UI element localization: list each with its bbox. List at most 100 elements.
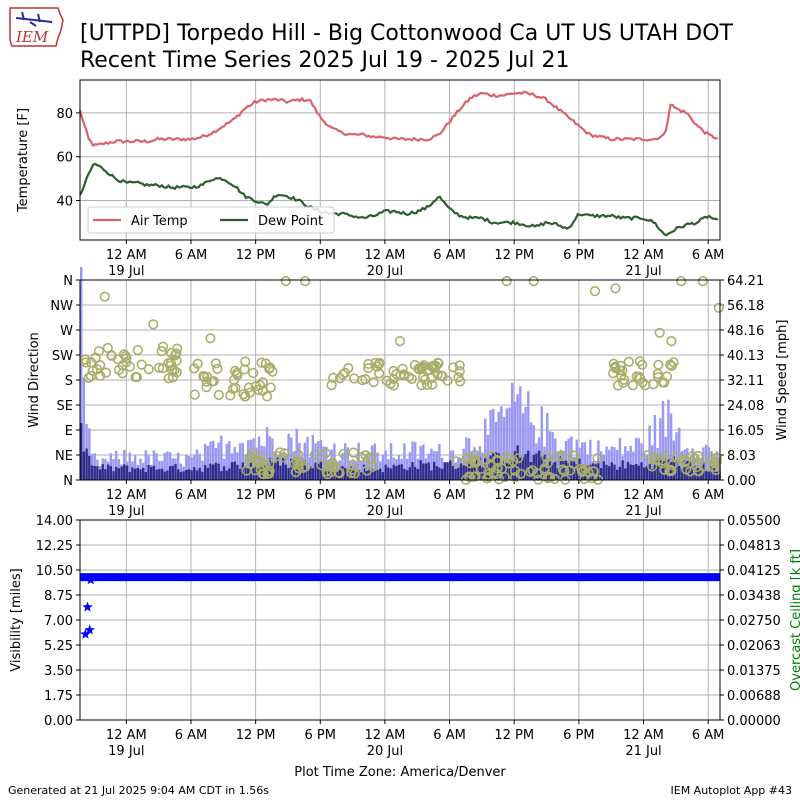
wind-direction-point — [654, 327, 665, 338]
wind-direction-point — [665, 359, 676, 370]
wind-direction-point — [90, 352, 101, 363]
wind-speed-bar — [236, 464, 239, 480]
wind-gust-bar — [271, 438, 274, 480]
wind-direction-point — [616, 370, 627, 381]
wind-gust-bar — [505, 408, 509, 480]
wind-gust-bar — [519, 386, 522, 480]
wind-speed-bar — [478, 456, 482, 480]
wind-direction-point — [165, 357, 176, 368]
wind-speed-bar — [133, 468, 137, 480]
wind-speed-bar — [338, 467, 342, 480]
wind-speed-bar — [193, 467, 196, 480]
wind-speed-bar — [508, 459, 511, 480]
wind-direction-point — [136, 359, 147, 370]
wind-direction-point — [623, 356, 634, 367]
wind-direction-point — [154, 362, 165, 373]
wind-speed-bar — [217, 463, 220, 480]
wind-gust-bar — [290, 437, 293, 480]
wind-speed-bar — [384, 464, 387, 480]
wind-speed-bar — [317, 463, 320, 480]
wind-direction-point — [279, 448, 290, 459]
wind-speed-bar — [201, 471, 204, 480]
wind-gust-bar — [306, 436, 309, 480]
speed-tick-label: 40.13 — [727, 349, 764, 364]
wind-speed-bar — [220, 471, 223, 480]
wind-direction-point — [427, 379, 438, 390]
wind-direction-point — [293, 463, 304, 474]
wind-speed-bar — [106, 464, 110, 480]
wind-gust-bar — [360, 462, 363, 480]
wind-speed-bar — [529, 462, 533, 480]
wind-gust-bar — [659, 418, 662, 480]
wind-speed-bar — [214, 462, 218, 480]
chart-title-line-2: Recent Time Series 2025 Jul 19 - 2025 Ju… — [80, 48, 569, 73]
wind-direction-point — [659, 464, 670, 475]
wind-speed-bar — [168, 466, 172, 480]
wind-direction-point — [85, 370, 97, 382]
wind-direction-point — [189, 363, 200, 374]
wind-direction-point — [637, 359, 648, 370]
wind-speed-bar — [683, 460, 686, 480]
x-tick-label: 6 PM — [305, 728, 336, 743]
legend-dew-point-label: Dew Point — [258, 214, 323, 229]
wind-direction-point — [348, 447, 359, 458]
wind-direction-point — [610, 283, 621, 294]
wind-gust-bar — [198, 453, 201, 480]
wind-gust-bar — [133, 455, 137, 480]
visibility-axis-label: Visibility [miles] — [9, 568, 24, 671]
wind-speed-bar — [502, 460, 506, 480]
wind-direction-point — [374, 358, 385, 369]
wind-direction-point — [102, 342, 113, 354]
wind-gust-bar — [616, 450, 619, 480]
wind-direction-point — [464, 471, 475, 482]
wind-direction-point — [254, 455, 265, 466]
wind-speed-bar — [198, 467, 201, 480]
x-tick-label: 12 AM — [106, 728, 147, 743]
wind-direction-point — [464, 472, 476, 483]
wind-speed-bar — [182, 471, 185, 480]
wind-direction-axis-label: Wind Direction — [27, 332, 42, 428]
wind-direction-point — [117, 360, 128, 371]
wind-direction-point — [483, 471, 494, 483]
wind-speed-bar — [352, 469, 355, 480]
wind-gust-bar — [265, 427, 269, 480]
visibility-tick-label: 3.50 — [44, 664, 73, 679]
wind-speed-bar — [562, 460, 565, 480]
x-date-label: 21 Jul — [625, 264, 661, 279]
wind-direction-point — [293, 449, 304, 460]
wind-direction-point — [615, 360, 627, 372]
wind-gust-bar — [664, 436, 667, 480]
wind-speed-bar — [163, 471, 166, 480]
ceiling-tick-label: 0.01375 — [727, 664, 781, 679]
visibility-tick-label: 0.00 — [44, 714, 73, 729]
wind-speed-bar — [680, 468, 684, 480]
wind-gust-bar — [462, 448, 465, 480]
wind-speed-bar — [273, 462, 277, 480]
direction-tick-label: NW — [50, 299, 73, 314]
wind-speed-bar — [686, 461, 689, 480]
wind-speed-bar — [438, 467, 441, 480]
x-tick-label: 6 AM — [692, 488, 725, 503]
wind-direction-point — [652, 371, 664, 383]
speed-tick-label: 48.16 — [727, 324, 764, 339]
wind-speed-bar — [451, 466, 455, 480]
wind-direction-point — [240, 391, 251, 402]
wind-gust-bar — [166, 451, 169, 480]
wind-gust-bar — [605, 446, 608, 480]
wind-speed-bar — [397, 464, 401, 480]
visibility-point — [82, 601, 93, 612]
wind-direction-point — [363, 363, 374, 374]
wind-gust-bar — [80, 267, 83, 480]
visibility-tick-label: 12.25 — [36, 539, 73, 554]
wind-speed-bar — [710, 465, 713, 480]
wind-speed-bar — [209, 463, 212, 480]
wind-gust-bar — [163, 452, 166, 480]
wind-gust-bar — [607, 449, 611, 480]
wind-speed-bar — [284, 464, 288, 480]
wind-gust-bar — [212, 440, 215, 480]
wind-speed-bar — [691, 466, 694, 480]
wind-speed-bar — [290, 458, 293, 480]
direction-tick-label: SE — [57, 399, 73, 414]
wind-direction-point — [156, 346, 167, 357]
wind-gust-bar — [177, 452, 180, 480]
